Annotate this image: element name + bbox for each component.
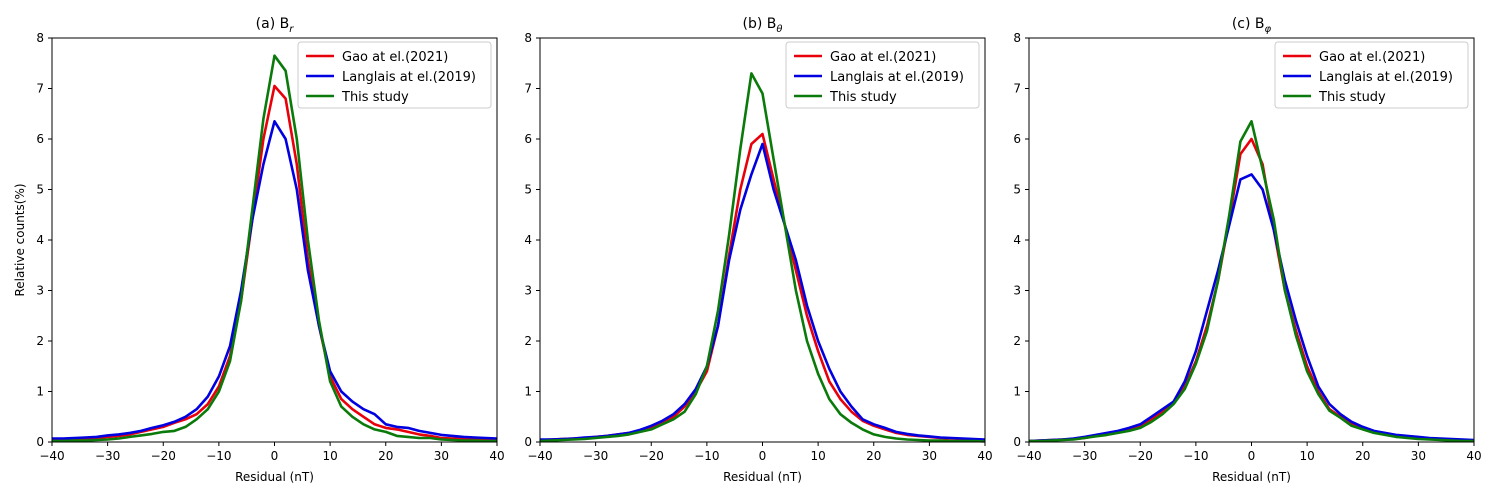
- y-tick-label: 1: [1013, 385, 1021, 399]
- series-line-1: [52, 84, 498, 442]
- y-tick-label: 7: [36, 82, 44, 96]
- x-tick-label: −40: [527, 449, 552, 463]
- series-line-3: [539, 72, 986, 443]
- y-tick-label: 1: [524, 385, 532, 399]
- legend-label-1: Gao at el.(2021): [342, 50, 448, 65]
- x-tick-label: −40: [39, 449, 64, 463]
- title-subscript: θ: [776, 24, 782, 35]
- subplot-title: (a) Br: [256, 16, 295, 35]
- x-axis-label: Residual (nT): [235, 470, 314, 484]
- legend-label-2: Langlais at el.(2019): [342, 70, 476, 85]
- x-tick-label: −30: [1072, 449, 1097, 463]
- legend-label-3: This study: [829, 90, 897, 105]
- y-tick-label: 5: [36, 183, 44, 197]
- subplot-title: (c) Bφ: [1232, 16, 1272, 35]
- x-tick-label: −10: [694, 449, 719, 463]
- legend-label-2: Langlais at el.(2019): [1319, 70, 1453, 85]
- x-tick-label: −40: [1016, 449, 1041, 463]
- legend-box: [1274, 41, 1469, 109]
- y-tick-label: 2: [1013, 334, 1021, 348]
- x-tick-label: −30: [95, 449, 120, 463]
- y-tick-label: 7: [524, 82, 532, 96]
- legend-box: [297, 41, 492, 109]
- y-tick-label: 4: [524, 233, 532, 247]
- x-tick-label: 0: [759, 449, 767, 463]
- y-tick-label: 8: [1013, 31, 1021, 45]
- y-tick-label: 0: [524, 435, 532, 449]
- x-tick-label: 0: [271, 449, 279, 463]
- y-tick-label: 4: [36, 233, 44, 247]
- legend: Gao at el.(2021) Langlais at el.(2019) Thi…: [1274, 41, 1469, 109]
- y-tick-label: 4: [1013, 233, 1021, 247]
- x-tick-label: 20: [378, 449, 393, 463]
- title-text: (a) B: [256, 16, 290, 32]
- subplot-2: −40 −30 −20 −10 0 10 20 30 40 0 1 2 3 4 5 6 7 8 Residual (…: [524, 16, 992, 484]
- y-tick-label: 5: [524, 183, 532, 197]
- y-tick-label: 1: [36, 385, 44, 399]
- y-tick-label: 0: [1013, 435, 1021, 449]
- x-tick-label: −30: [583, 449, 608, 463]
- series-line-1: [539, 132, 986, 442]
- y-tick-label: 6: [524, 132, 532, 146]
- legend-label-3: This study: [341, 90, 409, 105]
- title-text: (c) B: [1232, 16, 1265, 32]
- series-line-3: [52, 54, 497, 443]
- x-tick-label: −20: [151, 449, 176, 463]
- legend-label-1: Gao at el.(2021): [1319, 50, 1425, 65]
- x-tick-label: 0: [1248, 449, 1256, 463]
- x-tick-label: −10: [206, 449, 231, 463]
- x-tick-label: 10: [1299, 449, 1314, 463]
- x-tick-label: −10: [1183, 449, 1208, 463]
- legend: Gao at el.(2021) Langlais at el.(2019) Thi…: [785, 41, 980, 109]
- subplot-title: (b) Bθ: [743, 16, 783, 35]
- x-tick-label: 30: [434, 449, 449, 463]
- x-tick-label: 40: [489, 449, 504, 463]
- y-tick-label: 6: [1013, 132, 1021, 146]
- series-line-1: [1028, 137, 1474, 443]
- x-tick-label: −20: [639, 449, 664, 463]
- subplot-1: −40 −30 −20 −10 0 10 20 30 40 0 1 2 3 4 5 6 7 8 Residual (…: [13, 16, 505, 484]
- series-line-2: [52, 120, 498, 440]
- y-tick-label: 0: [36, 435, 44, 449]
- y-tick-label: 3: [1013, 284, 1021, 298]
- series-line-2: [1028, 173, 1475, 443]
- y-tick-label: 8: [36, 31, 44, 45]
- y-tick-label: 2: [36, 334, 44, 348]
- y-tick-label: 3: [524, 284, 532, 298]
- y-tick-label: 3: [36, 284, 44, 298]
- series-line-3: [1029, 120, 1474, 443]
- y-tick-label: 2: [524, 334, 532, 348]
- legend-label-2: Langlais at el.(2019): [830, 70, 964, 85]
- series-line-2: [540, 142, 986, 441]
- x-tick-label: 20: [1355, 449, 1370, 463]
- y-tick-label: 6: [36, 132, 44, 146]
- y-tick-label: 7: [1013, 82, 1021, 96]
- x-tick-label: 20: [866, 449, 881, 463]
- x-tick-label: 30: [922, 449, 937, 463]
- x-axis-label: Residual (nT): [1212, 470, 1291, 484]
- subplot-3: −40 −30 −20 −10 0 10 20 30 40 0 1 2 3 4 5 6 7 8 Residual (…: [1013, 16, 1481, 484]
- legend-label-3: This study: [1318, 90, 1386, 105]
- x-tick-label: 40: [1466, 449, 1481, 463]
- legend-box: [785, 41, 980, 109]
- y-axis-label: Relative counts(%): [13, 183, 27, 296]
- x-tick-label: 30: [1411, 449, 1426, 463]
- legend-label-1: Gao at el.(2021): [830, 50, 936, 65]
- x-tick-label: 10: [810, 449, 825, 463]
- x-axis-label: Residual (nT): [723, 470, 802, 484]
- title-subscript: r: [289, 24, 294, 35]
- x-tick-label: 40: [977, 449, 992, 463]
- y-tick-label: 8: [524, 31, 532, 45]
- x-tick-label: 10: [322, 449, 337, 463]
- legend: Gao at el.(2021) Langlais at el.(2019) Thi…: [297, 41, 492, 109]
- title-text: (b) B: [743, 16, 777, 32]
- y-tick-label: 5: [1013, 183, 1021, 197]
- x-tick-label: −20: [1128, 449, 1153, 463]
- title-subscript: φ: [1265, 24, 1272, 35]
